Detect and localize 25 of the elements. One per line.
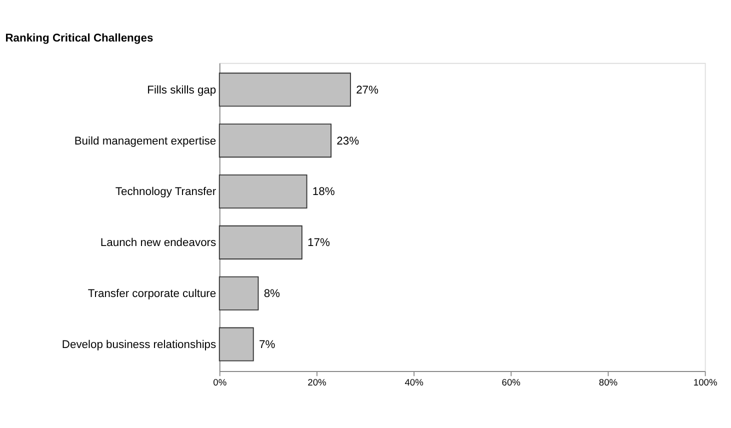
bar — [218, 327, 254, 362]
y-tick-label: Launch new endeavors — [100, 237, 217, 250]
x-tick-label: 0% — [213, 377, 227, 388]
y-tick-label: Transfer corporate culture — [88, 288, 216, 300]
bar — [218, 124, 332, 158]
y-tick-label: Technology Transfer — [115, 186, 216, 198]
data-label: 23% — [336, 135, 360, 148]
data-label: 7% — [258, 339, 276, 352]
data-label: 18% — [312, 186, 335, 198]
x-tick-label: 100% — [693, 377, 718, 388]
y-tick-label: Fills skills gap — [147, 84, 216, 96]
bar — [218, 225, 302, 260]
bar — [218, 276, 259, 310]
x-tick-label: 20% — [308, 377, 326, 388]
y-tick-label: Develop business relationships — [62, 339, 217, 352]
bar — [218, 174, 308, 209]
data-label: 8% — [264, 288, 280, 300]
bar — [218, 72, 351, 107]
data-label: 27% — [356, 84, 379, 96]
x-tick-label: 80% — [598, 377, 618, 388]
y-tick-label: Build management expertise — [74, 135, 216, 148]
x-tick-label: 40% — [404, 377, 424, 388]
x-tick-label: 60% — [502, 377, 520, 388]
text: Ranking Critical Challenges — [5, 32, 154, 44]
data-label: 17% — [308, 237, 330, 250]
